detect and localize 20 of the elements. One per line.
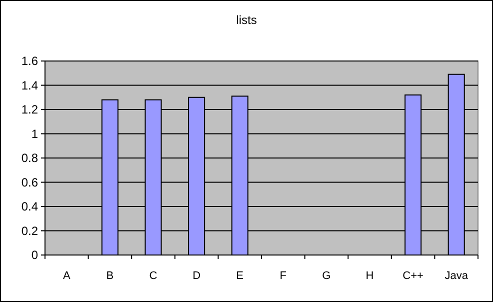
y-tick-label: 1.4 — [21, 78, 38, 92]
y-tick-label: 0.4 — [21, 200, 38, 214]
x-tick-label: C++ — [402, 270, 424, 282]
x-tick-label: C — [149, 270, 158, 282]
x-tick-label: B — [106, 270, 114, 282]
y-tick-label: 1.2 — [21, 102, 38, 117]
y-tick-label: 1.6 — [21, 54, 38, 68]
x-tick-label: F — [280, 270, 287, 282]
x-tick-label: H — [366, 270, 374, 282]
y-tick-label: 0.8 — [21, 151, 38, 166]
x-tick-label: Java — [444, 270, 469, 282]
x-tick-label: E — [236, 270, 244, 282]
y-tick-label: 0.6 — [21, 175, 38, 190]
chart-title: lists — [236, 13, 257, 27]
x-tick-label: D — [192, 270, 201, 282]
y-tick-label: 0.2 — [21, 224, 38, 238]
x-tick-label: A — [62, 270, 71, 282]
y-tick-label: 0 — [31, 248, 38, 262]
y-tick-label: 1 — [31, 126, 38, 141]
x-tick-label: G — [322, 270, 331, 282]
